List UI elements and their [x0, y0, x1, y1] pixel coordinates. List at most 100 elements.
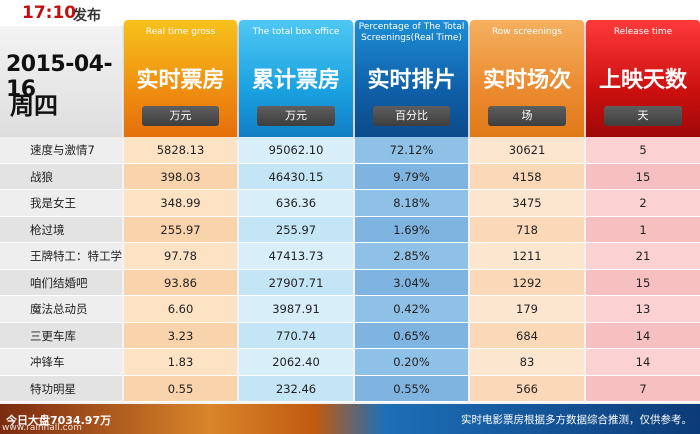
table-row: 特功明星 0.55 232.46 0.55% 566 7 — [0, 375, 700, 402]
realtime-gross-cell: 0.55 — [124, 375, 237, 402]
table-row: 战狼 398.03 46430.15 9.79% 4158 15 — [0, 163, 700, 190]
column-header-zh: 实时排片 — [367, 68, 456, 93]
column-unit-badge: 万元 — [142, 106, 219, 126]
table-row: 三更车库 3.23 770.74 0.65% 684 14 — [0, 322, 700, 349]
screenings-cell: 3475 — [470, 190, 584, 217]
total-box-office-cell: 770.74 — [239, 322, 353, 349]
total-box-office-cell: 255.97 — [239, 216, 353, 243]
movie-name: 王牌特工：特工学 — [0, 243, 122, 270]
movie-name: 我是女王 — [0, 190, 122, 217]
release-days-cell: 15 — [586, 269, 700, 296]
screenings-cell: 684 — [470, 322, 584, 349]
screenings-cell: 30621 — [470, 137, 584, 164]
column-header-zh: 实时场次 — [482, 68, 571, 93]
screenings-cell: 1211 — [470, 243, 584, 270]
column-unit-badge: 场 — [488, 106, 566, 126]
column-header-en: The total box office — [252, 27, 340, 37]
publish-label: 发布 — [73, 8, 101, 24]
release-days-cell: 15 — [586, 163, 700, 190]
column-header-realtime-gross: Real time gross 实时票房 万元 — [124, 20, 237, 137]
date-panel: 2015-04-16 周四 — [0, 26, 122, 137]
realtime-gross-cell: 398.03 — [124, 163, 237, 190]
total-box-office-cell: 2062.40 — [239, 349, 353, 376]
footer-bar: 今日大盘7034.97万 www.rainhall.com 实时电影票房根据多方… — [0, 404, 700, 434]
column-header-zh: 上映天数 — [598, 68, 687, 93]
date-text: 2015-04-16 — [6, 52, 113, 102]
screenings-cell: 718 — [470, 216, 584, 243]
realtime-gross-cell: 1.83 — [124, 349, 237, 376]
column-unit-badge: 万元 — [257, 106, 335, 126]
column-header-row-screenings: Row screenings 实时场次 场 — [470, 20, 584, 137]
movie-name: 咱们结婚吧 — [0, 269, 122, 296]
movie-name: 战狼 — [0, 163, 122, 190]
total-box-office-cell: 3987.91 — [239, 296, 353, 323]
screening-percentage-cell: 0.55% — [355, 375, 468, 402]
release-days-cell: 2 — [586, 190, 700, 217]
column-header-zh: 累计票房 — [251, 68, 340, 93]
realtime-gross-cell: 3.23 — [124, 322, 237, 349]
column-header-zh: 实时票房 — [136, 68, 225, 93]
screening-percentage-cell: 1.69% — [355, 216, 468, 243]
column-header-en: Release time — [613, 27, 673, 37]
box-office-table: 速度与激情7 5828.13 95062.10 72.12% 30621 5 战… — [0, 137, 700, 402]
realtime-gross-cell: 6.60 — [124, 296, 237, 323]
screening-percentage-cell: 3.04% — [355, 269, 468, 296]
movie-name: 枪过境 — [0, 216, 122, 243]
screening-percentage-cell: 0.20% — [355, 349, 468, 376]
realtime-gross-cell: 348.99 — [124, 190, 237, 217]
screening-percentage-cell: 9.79% — [355, 163, 468, 190]
column-header-release-time: Release time 上映天数 天 — [586, 20, 700, 137]
movie-name: 冲锋车 — [0, 349, 122, 376]
column-header-en: Row screenings — [491, 27, 563, 37]
column-header-screening-percentage: Percentage of The Total Screenings(Real … — [355, 20, 468, 137]
table-row: 枪过境 255.97 255.97 1.69% 718 1 — [0, 216, 700, 243]
release-days-cell: 13 — [586, 296, 700, 323]
screenings-cell: 4158 — [470, 163, 584, 190]
screening-percentage-cell: 8.18% — [355, 190, 468, 217]
table-row: 咱们结婚吧 93.86 27907.71 3.04% 1292 15 — [0, 269, 700, 296]
screening-percentage-cell: 2.85% — [355, 243, 468, 270]
table-row: 魔法总动员 6.60 3987.91 0.42% 179 13 — [0, 296, 700, 323]
column-header-en: Percentage of The Total Screenings(Real … — [358, 22, 465, 43]
daily-total: 今日大盘7034.97万 — [6, 414, 112, 427]
release-days-cell: 21 — [586, 243, 700, 270]
column-header-total-box-office: The total box office 累计票房 万元 — [239, 20, 353, 137]
screening-percentage-cell: 0.42% — [355, 296, 468, 323]
column-header-en: Real time gross — [145, 27, 216, 37]
column-unit-badge: 天 — [604, 106, 682, 126]
screenings-cell: 83 — [470, 349, 584, 376]
publish-time: 17:10 — [22, 3, 77, 23]
table-row: 速度与激情7 5828.13 95062.10 72.12% 30621 5 — [0, 137, 700, 164]
total-box-office-cell: 232.46 — [239, 375, 353, 402]
total-box-office-cell: 27907.71 — [239, 269, 353, 296]
screenings-cell: 1292 — [470, 269, 584, 296]
screenings-cell: 179 — [470, 296, 584, 323]
movie-name: 三更车库 — [0, 322, 122, 349]
release-days-cell: 1 — [586, 216, 700, 243]
release-days-cell: 14 — [586, 349, 700, 376]
realtime-gross-cell: 93.86 — [124, 269, 237, 296]
screenings-cell: 566 — [470, 375, 584, 402]
table-row: 我是女王 348.99 636.36 8.18% 3475 2 — [0, 190, 700, 217]
total-box-office-cell: 95062.10 — [239, 137, 353, 164]
release-days-cell: 7 — [586, 375, 700, 402]
movie-name: 特功明星 — [0, 375, 122, 402]
disclaimer-note: 实时电影票房根据多方数据综合推测，仅供参考。 — [461, 414, 692, 426]
table-row: 王牌特工：特工学 97.78 47413.73 2.85% 1211 21 — [0, 243, 700, 270]
total-box-office-cell: 636.36 — [239, 190, 353, 217]
screening-percentage-cell: 72.12% — [355, 137, 468, 164]
movie-name: 速度与激情7 — [0, 137, 122, 164]
screening-percentage-cell: 0.65% — [355, 322, 468, 349]
watermark: www.rainhall.com — [2, 423, 82, 433]
realtime-gross-cell: 255.97 — [124, 216, 237, 243]
weekday-text: 周四 — [10, 92, 58, 120]
realtime-gross-cell: 97.78 — [124, 243, 237, 270]
table-row: 冲锋车 1.83 2062.40 0.20% 83 14 — [0, 349, 700, 376]
total-box-office-cell: 47413.73 — [239, 243, 353, 270]
release-days-cell: 5 — [586, 137, 700, 164]
total-box-office-cell: 46430.15 — [239, 163, 353, 190]
column-unit-badge: 百分比 — [373, 106, 450, 126]
movie-name: 魔法总动员 — [0, 296, 122, 323]
release-days-cell: 14 — [586, 322, 700, 349]
realtime-gross-cell: 5828.13 — [124, 137, 237, 164]
